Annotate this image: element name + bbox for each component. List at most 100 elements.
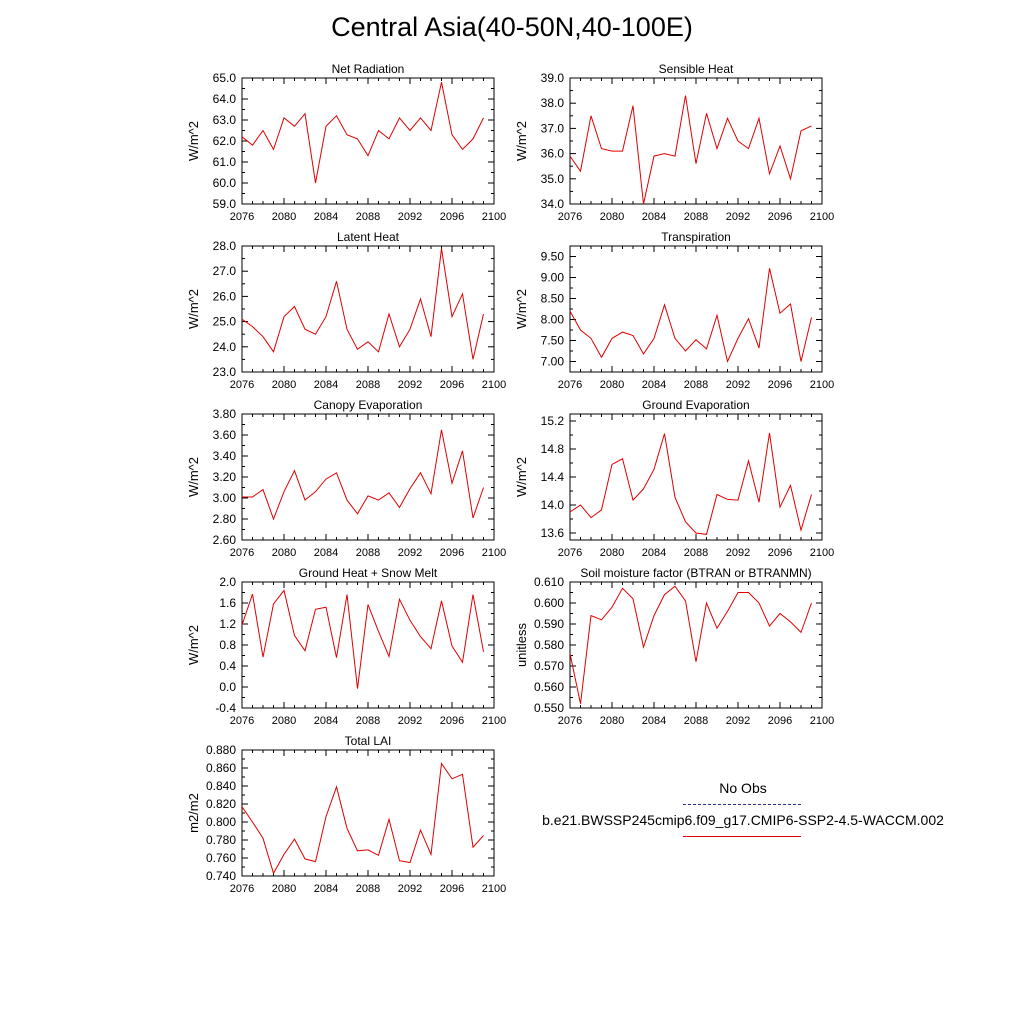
y-tick-label: 2.60 bbox=[213, 533, 237, 547]
x-tick-label: 2096 bbox=[440, 547, 464, 559]
x-tick-label: 2100 bbox=[482, 547, 506, 559]
y-tick-label: 34.0 bbox=[541, 197, 565, 211]
x-tick-label: 2084 bbox=[314, 211, 338, 223]
panel-title: Latent Heat bbox=[337, 230, 400, 244]
panel-frame bbox=[241, 413, 495, 541]
series-line bbox=[569, 95, 812, 205]
y-axis-label: W/m^2 bbox=[186, 289, 201, 329]
panel-title: Ground Heat + Snow Melt bbox=[299, 566, 438, 580]
series-line bbox=[569, 432, 812, 535]
panel-title: Net Radiation bbox=[332, 62, 405, 76]
y-axis-label: m2/m2 bbox=[186, 793, 201, 833]
x-tick-label: 2088 bbox=[356, 379, 380, 391]
panel-title: Sensible Heat bbox=[659, 62, 734, 76]
y-tick-label: 3.60 bbox=[213, 428, 237, 442]
panel-frame bbox=[569, 413, 823, 541]
x-tick-label: 2084 bbox=[314, 715, 338, 727]
x-tick-label: 2076 bbox=[230, 379, 254, 391]
x-tick-label: 2088 bbox=[684, 715, 708, 727]
y-tick-label: 0.740 bbox=[206, 869, 236, 883]
y-tick-label: 0.760 bbox=[206, 851, 236, 865]
y-tick-label: 0.880 bbox=[206, 743, 236, 757]
panel-frame bbox=[241, 245, 495, 373]
y-tick-label: 59.0 bbox=[213, 197, 237, 211]
panel-frame bbox=[569, 77, 823, 205]
x-tick-label: 2088 bbox=[356, 547, 380, 559]
panel-4: 2076 2080 2084 2088 2092 2096 2100 7.00 7.50 8.00… bbox=[514, 230, 834, 391]
y-tick-label: 39.0 bbox=[541, 71, 565, 85]
x-tick-label: 2084 bbox=[642, 547, 666, 559]
y-tick-label: 36.0 bbox=[541, 147, 565, 161]
x-tick-label: 2080 bbox=[272, 715, 296, 727]
x-tick-label: 2096 bbox=[440, 715, 464, 727]
x-tick-label: 2092 bbox=[726, 547, 750, 559]
x-tick-label: 2076 bbox=[230, 883, 254, 895]
x-tick-label: 2088 bbox=[356, 211, 380, 223]
x-tick-label: 2092 bbox=[726, 211, 750, 223]
x-tick-label: 2096 bbox=[768, 379, 792, 391]
x-tick-label: 2088 bbox=[684, 211, 708, 223]
y-tick-label: 0.610 bbox=[534, 575, 564, 589]
legend-obs-line bbox=[520, 800, 966, 810]
x-tick-label: 2100 bbox=[482, 883, 506, 895]
y-tick-label: 13.6 bbox=[541, 526, 565, 540]
y-tick-label: 0.0 bbox=[219, 680, 236, 694]
y-tick-label: 9.00 bbox=[541, 271, 565, 285]
x-tick-label: 2092 bbox=[398, 379, 422, 391]
x-tick-label: 2092 bbox=[726, 379, 750, 391]
y-tick-label: -0.4 bbox=[215, 701, 236, 715]
y-tick-label: 65.0 bbox=[213, 71, 237, 85]
legend-model-line bbox=[520, 832, 966, 842]
panel-6: 2076 2080 2084 2088 2092 2096 2100 13.6 14.0 14.4… bbox=[514, 398, 834, 559]
panel-frame bbox=[241, 581, 495, 709]
legend: No Obs b.e21.BWSSP245cmip6.f09_g17.CMIP6… bbox=[520, 778, 966, 842]
x-tick-label: 2076 bbox=[558, 211, 582, 223]
x-tick-label: 2092 bbox=[398, 547, 422, 559]
y-axis-label: W/m^2 bbox=[514, 121, 529, 161]
y-tick-label: 15.2 bbox=[541, 414, 565, 428]
series-line bbox=[241, 762, 484, 875]
y-tick-label: 28.0 bbox=[213, 239, 237, 253]
y-tick-label: 0.600 bbox=[534, 596, 564, 610]
panel-8: 2076 2080 2084 2088 2092 2096 2100 0.550 0.560 0.… bbox=[514, 566, 834, 727]
panel-title: Canopy Evaporation bbox=[314, 398, 423, 412]
x-tick-label: 2100 bbox=[810, 547, 834, 559]
y-tick-label: 35.0 bbox=[541, 172, 565, 186]
y-tick-label: 0.800 bbox=[206, 815, 236, 829]
y-tick-label: 2.80 bbox=[213, 512, 237, 526]
panel-title: Soil moisture factor (BTRAN or BTRANMN) bbox=[580, 566, 811, 580]
figure-title: Central Asia(40-50N,40-100E) bbox=[331, 12, 693, 42]
x-tick-label: 2080 bbox=[272, 211, 296, 223]
x-tick-label: 2096 bbox=[768, 715, 792, 727]
x-tick-label: 2088 bbox=[356, 715, 380, 727]
y-tick-label: 3.40 bbox=[213, 449, 237, 463]
y-tick-label: 7.50 bbox=[541, 334, 565, 348]
x-tick-label: 2100 bbox=[810, 715, 834, 727]
y-tick-label: 25.0 bbox=[213, 315, 237, 329]
x-tick-label: 2092 bbox=[726, 715, 750, 727]
y-axis-label: W/m^2 bbox=[186, 625, 201, 665]
y-tick-label: 27.0 bbox=[213, 264, 237, 278]
y-tick-label: 1.6 bbox=[219, 596, 236, 610]
x-tick-label: 2080 bbox=[600, 715, 624, 727]
x-tick-label: 2076 bbox=[558, 379, 582, 391]
panel-title: Ground Evaporation bbox=[642, 398, 749, 412]
panel-5: 2076 2080 2084 2088 2092 2096 2100 2.60 2.80 3.00… bbox=[186, 398, 506, 559]
y-tick-label: 0.840 bbox=[206, 779, 236, 793]
series-line bbox=[242, 429, 484, 521]
x-tick-label: 2084 bbox=[314, 379, 338, 391]
y-tick-label: 38.0 bbox=[541, 96, 565, 110]
y-tick-label: 9.50 bbox=[541, 250, 565, 264]
y-axis-label: W/m^2 bbox=[186, 121, 201, 161]
y-axis-label: unitless bbox=[514, 622, 529, 667]
panel-frame bbox=[569, 581, 823, 709]
x-tick-label: 2084 bbox=[642, 211, 666, 223]
y-tick-label: 0.8 bbox=[219, 638, 236, 652]
x-tick-label: 2100 bbox=[482, 211, 506, 223]
y-tick-label: 1.2 bbox=[219, 617, 236, 631]
series-line bbox=[241, 589, 484, 689]
y-tick-label: 0.560 bbox=[534, 680, 564, 694]
x-tick-label: 2092 bbox=[398, 211, 422, 223]
x-tick-label: 2076 bbox=[230, 211, 254, 223]
